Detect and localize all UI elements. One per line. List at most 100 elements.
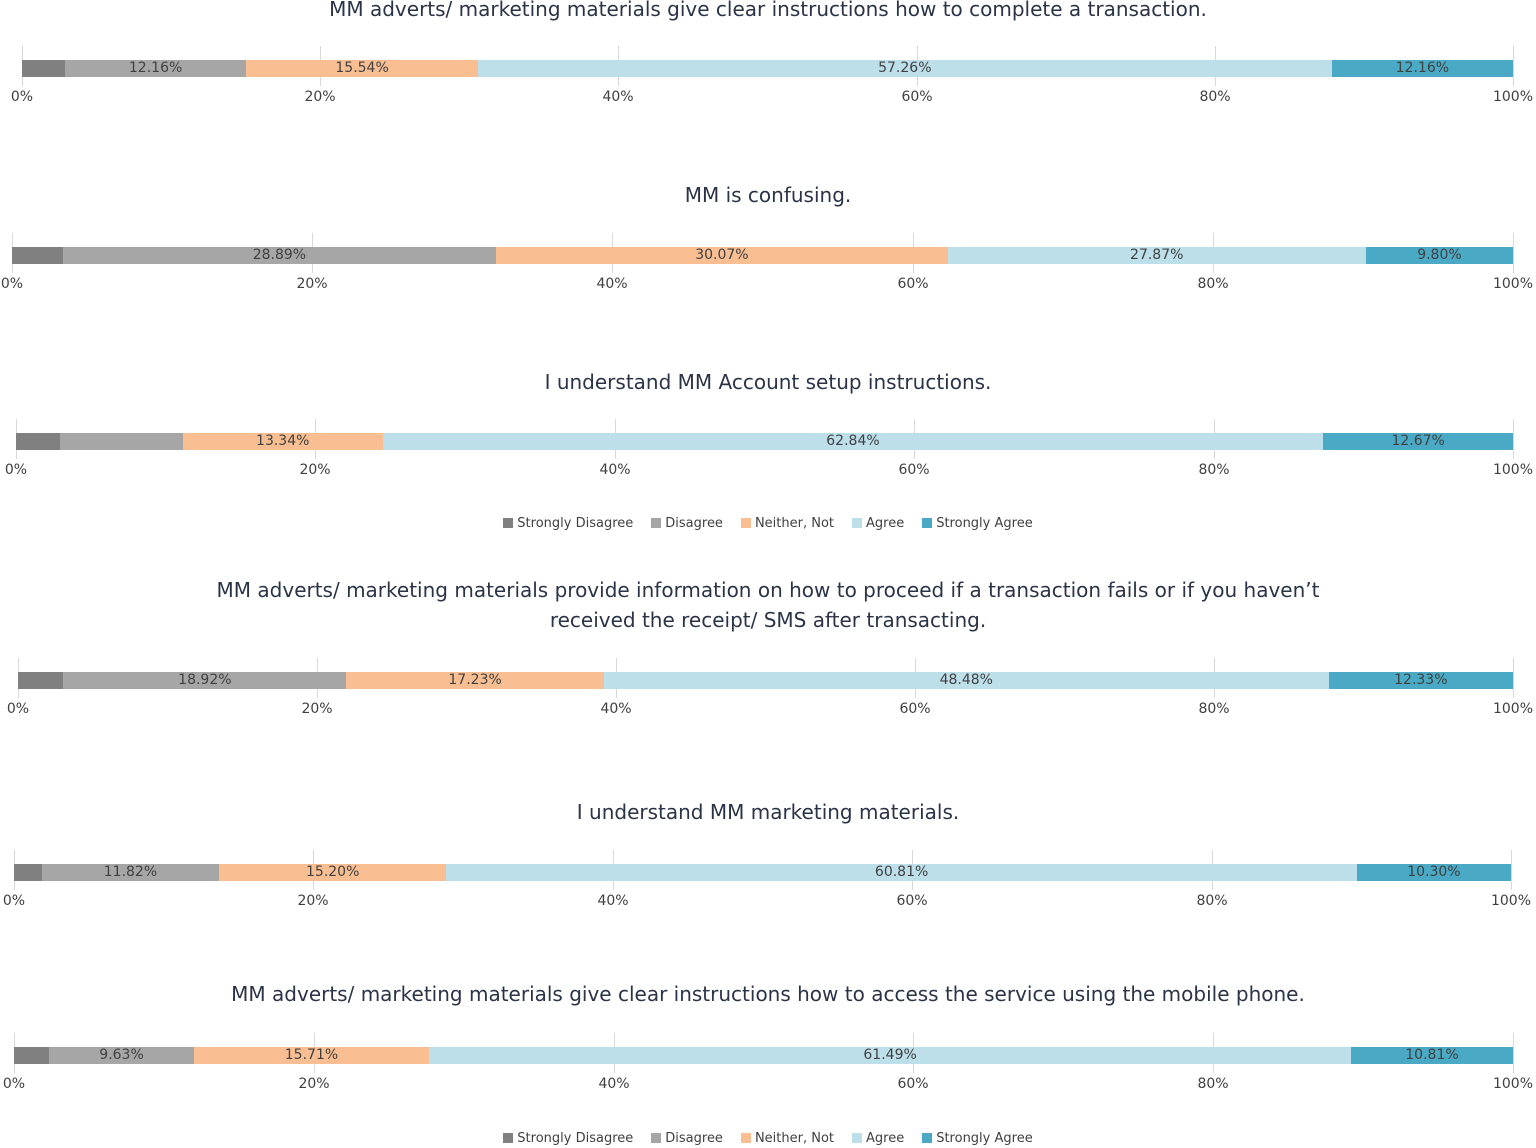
data-label: 28.89%	[252, 247, 307, 263]
x-tick-label: 20%	[304, 89, 336, 105]
data-label: 13.34%	[256, 433, 310, 449]
bar-plot: 9.63% 15.71% 61.49% 10.81% 0% 20% 40% 60% 80% 100…	[3, 1033, 1533, 1092]
legend-label: Strongly Agree	[936, 1130, 1033, 1146]
data-label: 57.26%	[878, 60, 932, 76]
x-tick-label: 80%	[1197, 276, 1229, 292]
data-label: 12.16%	[1395, 60, 1450, 76]
x-tick-label: 40%	[596, 276, 628, 292]
gridline	[1513, 46, 1514, 86]
legend-swatch	[740, 1133, 751, 1143]
chart-title: MM adverts/ marketing materials provide …	[216, 578, 1320, 602]
legend-label: Agree	[866, 1130, 905, 1146]
bar-segment-disagree	[63, 672, 347, 689]
bar-segment-neither-not	[193, 1047, 430, 1064]
x-tick-label: 100%	[1490, 893, 1532, 909]
x-tick-label: 0%	[2, 1076, 26, 1092]
bar-segment-strongly-disagree	[16, 433, 60, 450]
x-tick-label: 60%	[896, 893, 928, 909]
chart-title: I understand MM marketing materials.	[576, 800, 960, 824]
gridline	[1513, 1033, 1514, 1073]
data-label: 10.30%	[1407, 864, 1461, 880]
legend-item: Neither, Not	[740, 516, 834, 531]
legend-item: Agree	[852, 1131, 904, 1146]
legend-swatch	[651, 518, 662, 528]
x-tick-label: 20%	[301, 701, 333, 717]
chart-title: MM adverts/ marketing materials give cle…	[329, 0, 1207, 21]
bar-segment-strongly-disagree	[22, 60, 65, 77]
bar-segment-strongly-disagree	[12, 247, 63, 264]
data-label: 9.63%	[99, 1047, 144, 1063]
chart-legend: Strongly Disagree Disagree Neither, Not Agr…	[0, 513, 1536, 533]
x-tick-label: 40%	[599, 462, 631, 478]
x-tick-label: 40%	[597, 893, 629, 909]
x-tick-label: 0%	[4, 462, 28, 478]
x-tick-label: 0%	[6, 701, 30, 717]
data-label: 9.80%	[1417, 247, 1462, 263]
x-tick-label: 100%	[1492, 701, 1534, 717]
x-tick-label: 60%	[901, 89, 933, 105]
bar-segment-agree	[446, 864, 1357, 881]
data-label: 61.49%	[863, 1047, 917, 1063]
legend-item: Disagree	[651, 1131, 723, 1146]
x-tick-label: 20%	[297, 893, 329, 909]
legend-label: Strongly Agree	[936, 515, 1033, 531]
x-tick-label: 60%	[897, 276, 929, 292]
x-tick-label: 0%	[10, 89, 34, 105]
gridline	[1511, 850, 1512, 890]
x-tick-label: 100%	[1492, 1076, 1534, 1092]
data-label: 15.54%	[335, 60, 389, 76]
bar-plot: 11.82% 15.20% 60.81% 10.30% 0% 20% 40% 60% 80% 10…	[3, 850, 1531, 909]
bar-segment-strongly-agree	[1350, 1047, 1513, 1064]
legend-swatch	[740, 518, 751, 528]
bar-segment-disagree	[59, 433, 183, 450]
bar-segment-agree	[947, 247, 1366, 264]
x-tick-label: 0%	[2, 893, 26, 909]
legend-item: Neither, Not	[740, 1130, 834, 1146]
x-tick-label: 80%	[1198, 462, 1230, 478]
data-label: 12.67%	[1391, 433, 1445, 449]
x-tick-label: 20%	[298, 1076, 330, 1092]
bar-segment-neither-not	[218, 864, 447, 881]
x-tick-label: 60%	[898, 462, 930, 478]
x-tick-label: 40%	[598, 1076, 630, 1092]
chart-title: I understand MM Account setup instructio…	[544, 370, 992, 394]
chart-title: MM is confusing.	[684, 183, 852, 207]
legend-item: Agree	[852, 516, 904, 531]
legend-label: Disagree	[665, 1130, 723, 1146]
data-label: 12.33%	[1394, 672, 1448, 688]
bar-segment-strongly-agree	[1356, 864, 1511, 881]
legend-swatch	[503, 1133, 514, 1143]
x-tick-label: 100%	[1492, 276, 1534, 292]
bar-plot: 18.92% 17.23% 48.48% 12.33% 0% 20% 40% 60% 80% 10…	[7, 658, 1533, 717]
x-tick-label: 20%	[299, 462, 331, 478]
data-label: 18.92%	[178, 672, 232, 688]
chart-title: MM adverts/ marketing materials give cle…	[231, 982, 1305, 1006]
x-tick-label: 40%	[600, 701, 632, 717]
bar-segment-neither-not	[182, 433, 383, 450]
legend-item: Strongly Disagree	[503, 1131, 633, 1146]
bar-segment-agree	[429, 1047, 1351, 1064]
x-tick-label: 80%	[1199, 89, 1231, 105]
legend-swatch	[503, 518, 514, 528]
data-label: 62.84%	[826, 433, 880, 449]
bar-segment-strongly-disagree	[18, 672, 64, 689]
bar-segment-agree	[477, 60, 1332, 77]
data-label: 48.48%	[939, 672, 993, 688]
bar-segment-strongly-agree	[1323, 433, 1513, 450]
chart-title-line2: received the receipt/ SMS after transact…	[549, 608, 987, 632]
x-tick-label: 100%	[1492, 89, 1534, 105]
gridline	[1513, 233, 1514, 273]
bar-segment-disagree	[62, 247, 497, 264]
legend-item: Disagree	[651, 516, 723, 531]
x-tick-label: 80%	[1197, 1076, 1229, 1092]
x-tick-label: 0%	[0, 276, 24, 292]
x-tick-label: 80%	[1198, 701, 1230, 717]
legend-label: Neither, Not	[754, 1130, 834, 1146]
legend-label: Strongly Disagree	[517, 1130, 634, 1146]
legend-swatch	[852, 1133, 862, 1143]
legend-swatch	[852, 518, 862, 528]
legend-item: Strongly Agree	[922, 516, 1033, 531]
legend-label: Agree	[866, 515, 905, 531]
bar-segment-disagree	[49, 1047, 194, 1064]
bar-segment-strongly-agree	[1365, 247, 1513, 264]
